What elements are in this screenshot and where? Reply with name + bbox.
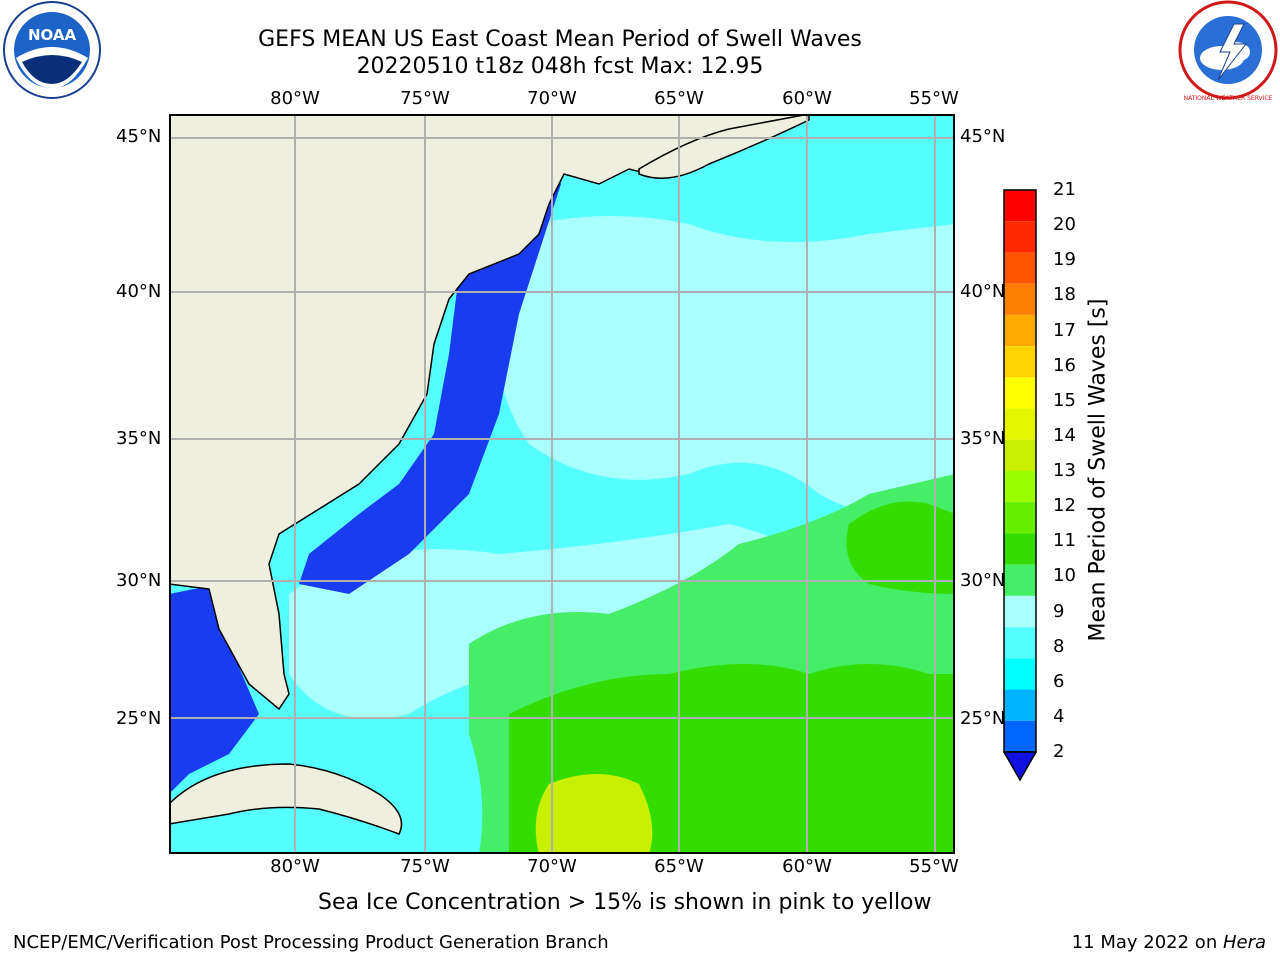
colorbar-cell [1004,658,1036,690]
colorbar-cell [1004,346,1036,378]
lon-label-top: 70°W [527,88,577,109]
colorbar-tick-label: 8 [1053,635,1065,657]
lon-label-bottom: 70°W [527,856,577,877]
colorbar-tick-label: 2 [1053,741,1065,762]
colorbar [1002,189,1038,782]
lon-label-top: 80°W [270,88,320,109]
noaa-logo-text: NOAA [28,26,77,44]
colorbar-cell [1004,533,1036,565]
colorbar-cell [1004,408,1036,440]
lon-label-top: 55°W [909,88,959,109]
colorbar-tick-label: 13 [1053,460,1076,481]
colorbar-cell [1004,314,1036,347]
colorbar-tick-label: 15 [1053,389,1076,411]
swell-coastal-blue-gulf [169,584,259,794]
lat-label-right: 35°N [960,428,1006,449]
colorbar-cell [1004,502,1036,534]
colorbar-cell [1004,190,1036,222]
lon-label-top: 60°W [782,88,832,109]
lat-label-left: 30°N [116,570,162,591]
land-cuba [169,763,403,835]
lat-label-right: 30°N [960,570,1006,591]
lon-label-bottom: 65°W [654,856,704,877]
lat-label-right: 25°N [960,708,1006,729]
colorbar-cell [1004,283,1036,315]
chart-subtitle: 20220510 t18z 048h fcst Max: 12.95 [356,54,764,79]
lon-label-bottom: 55°W [909,856,959,877]
lat-label-left: 40°N [116,281,162,302]
colorbar-tick-label: 10 [1053,565,1076,587]
map-plot [169,114,955,854]
swell-bright-green-east [846,501,955,594]
colorbar-title: Mean Period of Swell Waves [s] [1085,298,1111,642]
colorbar-cell [1004,720,1036,752]
colorbar-tick-label: 6 [1053,670,1065,692]
lon-label-bottom: 80°W [270,856,320,877]
colorbar-cell [1004,377,1036,409]
lat-label-left: 35°N [116,428,162,449]
colorbar-tick-label: 17 [1053,319,1076,341]
footer-date: 11 May 2022 on Hera [1072,932,1266,953]
colorbar-cell [1004,471,1036,503]
colorbar-tick-label: 16 [1053,354,1076,376]
lon-label-top: 75°W [400,88,450,109]
colorbar-cell [1004,595,1036,628]
colorbar-cell [1004,221,1036,253]
chart-title: GEFS MEAN US East Coast Mean Period of S… [258,27,862,52]
colorbar-cell [1004,252,1036,284]
colorbar-tick-label: 19 [1053,249,1076,271]
colorbar-tick-label: 9 [1053,600,1065,622]
colorbar-tick-label: 20 [1053,214,1076,236]
colorbar-tick-label: 18 [1053,284,1076,306]
noaa-logo-icon: NOAA [3,1,101,99]
map-frame [169,114,955,854]
nws-logo-text: NATIONAL WEATHER SERVICE [1184,95,1273,102]
lat-label-right: 45°N [960,126,1006,147]
lon-label-bottom: 60°W [782,856,832,877]
colorbar-cell [1004,564,1036,596]
lon-label-bottom: 75°W [400,856,450,877]
map-gridlines [169,114,955,854]
sea-ice-note: Sea Ice Concentration > 15% is shown in … [318,890,932,915]
lat-label-left: 25°N [116,708,162,729]
colorbar-tick-label: 14 [1053,424,1076,446]
colorbar-cell [1004,689,1036,721]
footer-host: Hera [1222,932,1266,953]
colorbar-tick-label: 4 [1053,705,1065,727]
colorbar-cell [1004,439,1036,471]
colorbar-tick-label: 11 [1053,530,1076,552]
colorbar-tick-label: 21 [1053,179,1076,200]
footer-date-text: 11 May 2022 on [1071,932,1223,953]
swell-max-zone [535,774,653,854]
footer-organization: NCEP/EMC/Verification Post Processing Pr… [13,932,609,953]
lon-label-top: 65°W [654,88,704,109]
nws-logo-icon: NATIONAL WEATHER SERVICE [1178,0,1278,102]
colorbar-cell [1004,627,1036,659]
lat-label-left: 45°N [116,126,162,147]
lat-label-right: 40°N [960,281,1006,302]
colorbar-tick-label: 12 [1053,495,1076,517]
colorbar-extend-arrow [1002,751,1038,782]
